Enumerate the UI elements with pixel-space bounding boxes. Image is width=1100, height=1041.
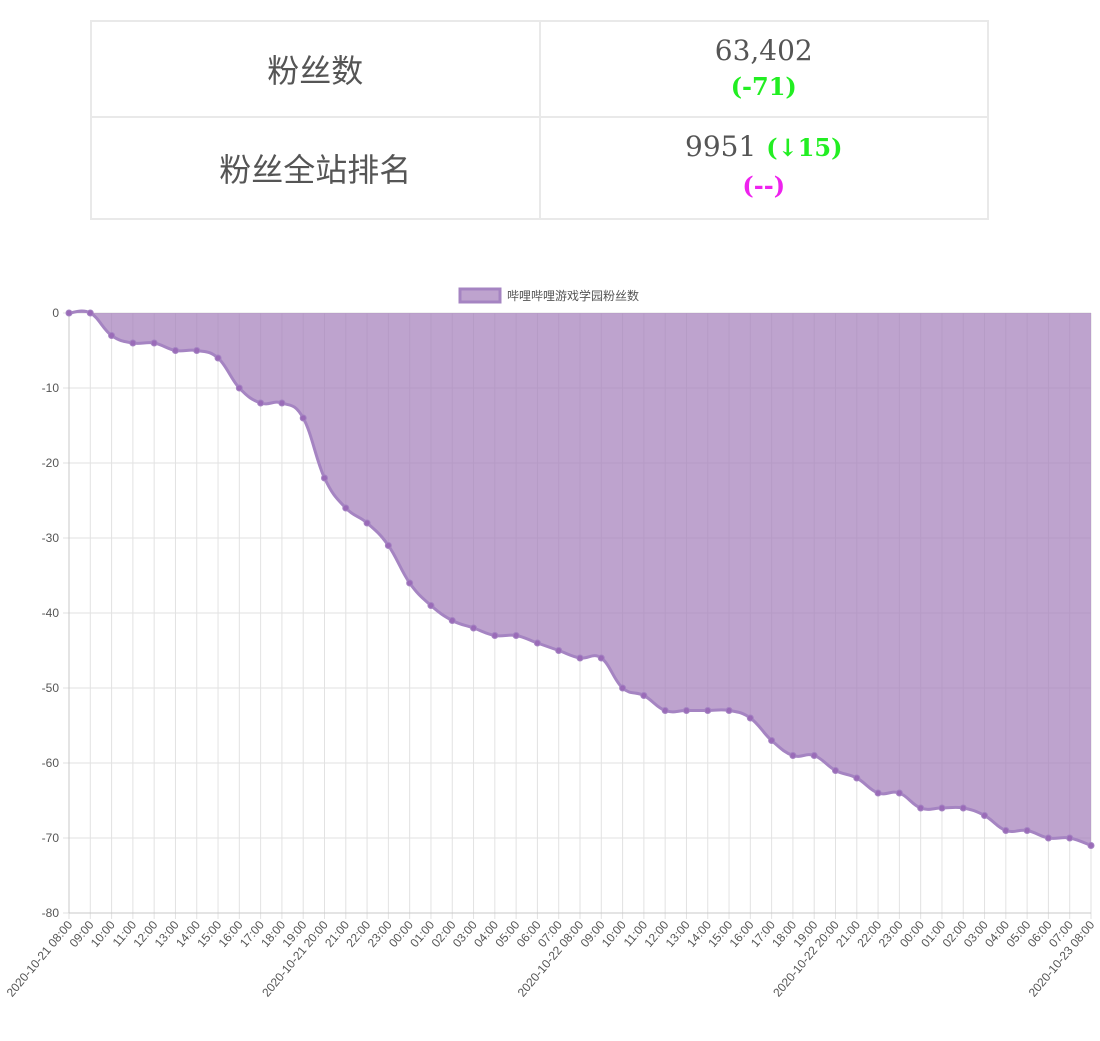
data-point xyxy=(235,384,243,392)
y-tick-label: -70 xyxy=(42,831,60,845)
fans-delta: (-71) xyxy=(730,71,797,101)
data-point xyxy=(512,632,520,639)
data-point xyxy=(597,654,605,662)
data-point xyxy=(86,309,94,317)
stats-table: 粉丝数 63,402 (-71) 粉丝全站排名 9951 (↓15) (--) xyxy=(90,20,989,221)
data-point xyxy=(448,617,456,624)
data-point xyxy=(363,519,371,527)
rank-sub: (--) xyxy=(742,171,786,201)
data-point xyxy=(789,752,797,759)
series-area xyxy=(69,311,1091,846)
data-point xyxy=(704,707,712,714)
fans-value-cell: 63,402 (-71) xyxy=(538,20,989,118)
y-tick-label: -30 xyxy=(42,531,60,545)
legend: 哔哩哔哩游戏学园粉丝数 xyxy=(458,287,639,304)
data-point xyxy=(619,684,627,692)
rank-value-cell: 9951 (↓15) (--) xyxy=(538,115,989,221)
data-point xyxy=(981,812,989,819)
rank-label: 粉丝全站排名 xyxy=(90,115,541,221)
y-tick-label: -60 xyxy=(42,756,60,770)
data-point xyxy=(1023,827,1031,834)
data-point xyxy=(895,789,903,797)
data-point xyxy=(661,707,669,714)
fans-row: 粉丝数 63,402 (-71) xyxy=(90,20,989,118)
data-point xyxy=(725,707,733,714)
data-point xyxy=(1087,842,1095,849)
rank-value: 9951 xyxy=(685,130,757,164)
y-tick-label: 0 xyxy=(52,306,59,320)
data-point xyxy=(65,309,73,317)
x-tick-label: 10:00 xyxy=(599,918,629,950)
data-point xyxy=(746,714,754,722)
data-point xyxy=(640,692,648,699)
data-point xyxy=(959,804,967,812)
y-tick-label: -10 xyxy=(42,381,60,395)
x-tick-label: 10:00 xyxy=(88,918,118,950)
fans-label: 粉丝数 xyxy=(90,20,541,118)
rank-row: 粉丝全站排名 9951 (↓15) (--) xyxy=(90,115,989,221)
data-point xyxy=(874,789,882,797)
data-point xyxy=(193,347,201,354)
rank-delta: (↓15) xyxy=(766,133,843,163)
legend-swatch xyxy=(458,287,502,304)
x-tick-label: 2020-10-21 08:00 xyxy=(4,918,76,1000)
data-point xyxy=(1002,827,1010,834)
data-point xyxy=(257,399,265,407)
data-point xyxy=(810,752,818,759)
data-point xyxy=(768,737,776,744)
data-point xyxy=(1066,834,1074,842)
data-point xyxy=(108,332,116,339)
y-tick-label: -40 xyxy=(42,606,60,620)
data-point xyxy=(299,414,307,422)
y-tick-label: -20 xyxy=(42,456,60,470)
y-tick-label: -50 xyxy=(42,681,60,695)
data-point xyxy=(555,647,563,654)
data-point xyxy=(491,632,499,639)
data-point xyxy=(917,804,925,812)
data-point xyxy=(150,339,158,347)
data-point xyxy=(853,774,861,782)
data-point xyxy=(214,354,222,362)
data-point xyxy=(470,624,478,632)
data-point xyxy=(384,542,392,549)
data-point xyxy=(342,504,350,512)
data-point xyxy=(576,654,584,662)
data-point xyxy=(321,474,328,482)
data-point xyxy=(1044,834,1052,842)
fans-count: 63,402 xyxy=(714,33,813,67)
data-point xyxy=(278,399,286,407)
data-point xyxy=(427,602,435,609)
data-point xyxy=(406,579,414,587)
legend-label: 哔哩哔哩游戏学园粉丝数 xyxy=(507,288,639,303)
data-point xyxy=(938,804,946,812)
data-point xyxy=(533,639,541,647)
data-point xyxy=(129,339,137,347)
y-tick-label: -80 xyxy=(42,906,60,920)
data-point xyxy=(832,767,839,774)
data-point xyxy=(171,347,179,354)
data-point xyxy=(682,707,690,714)
